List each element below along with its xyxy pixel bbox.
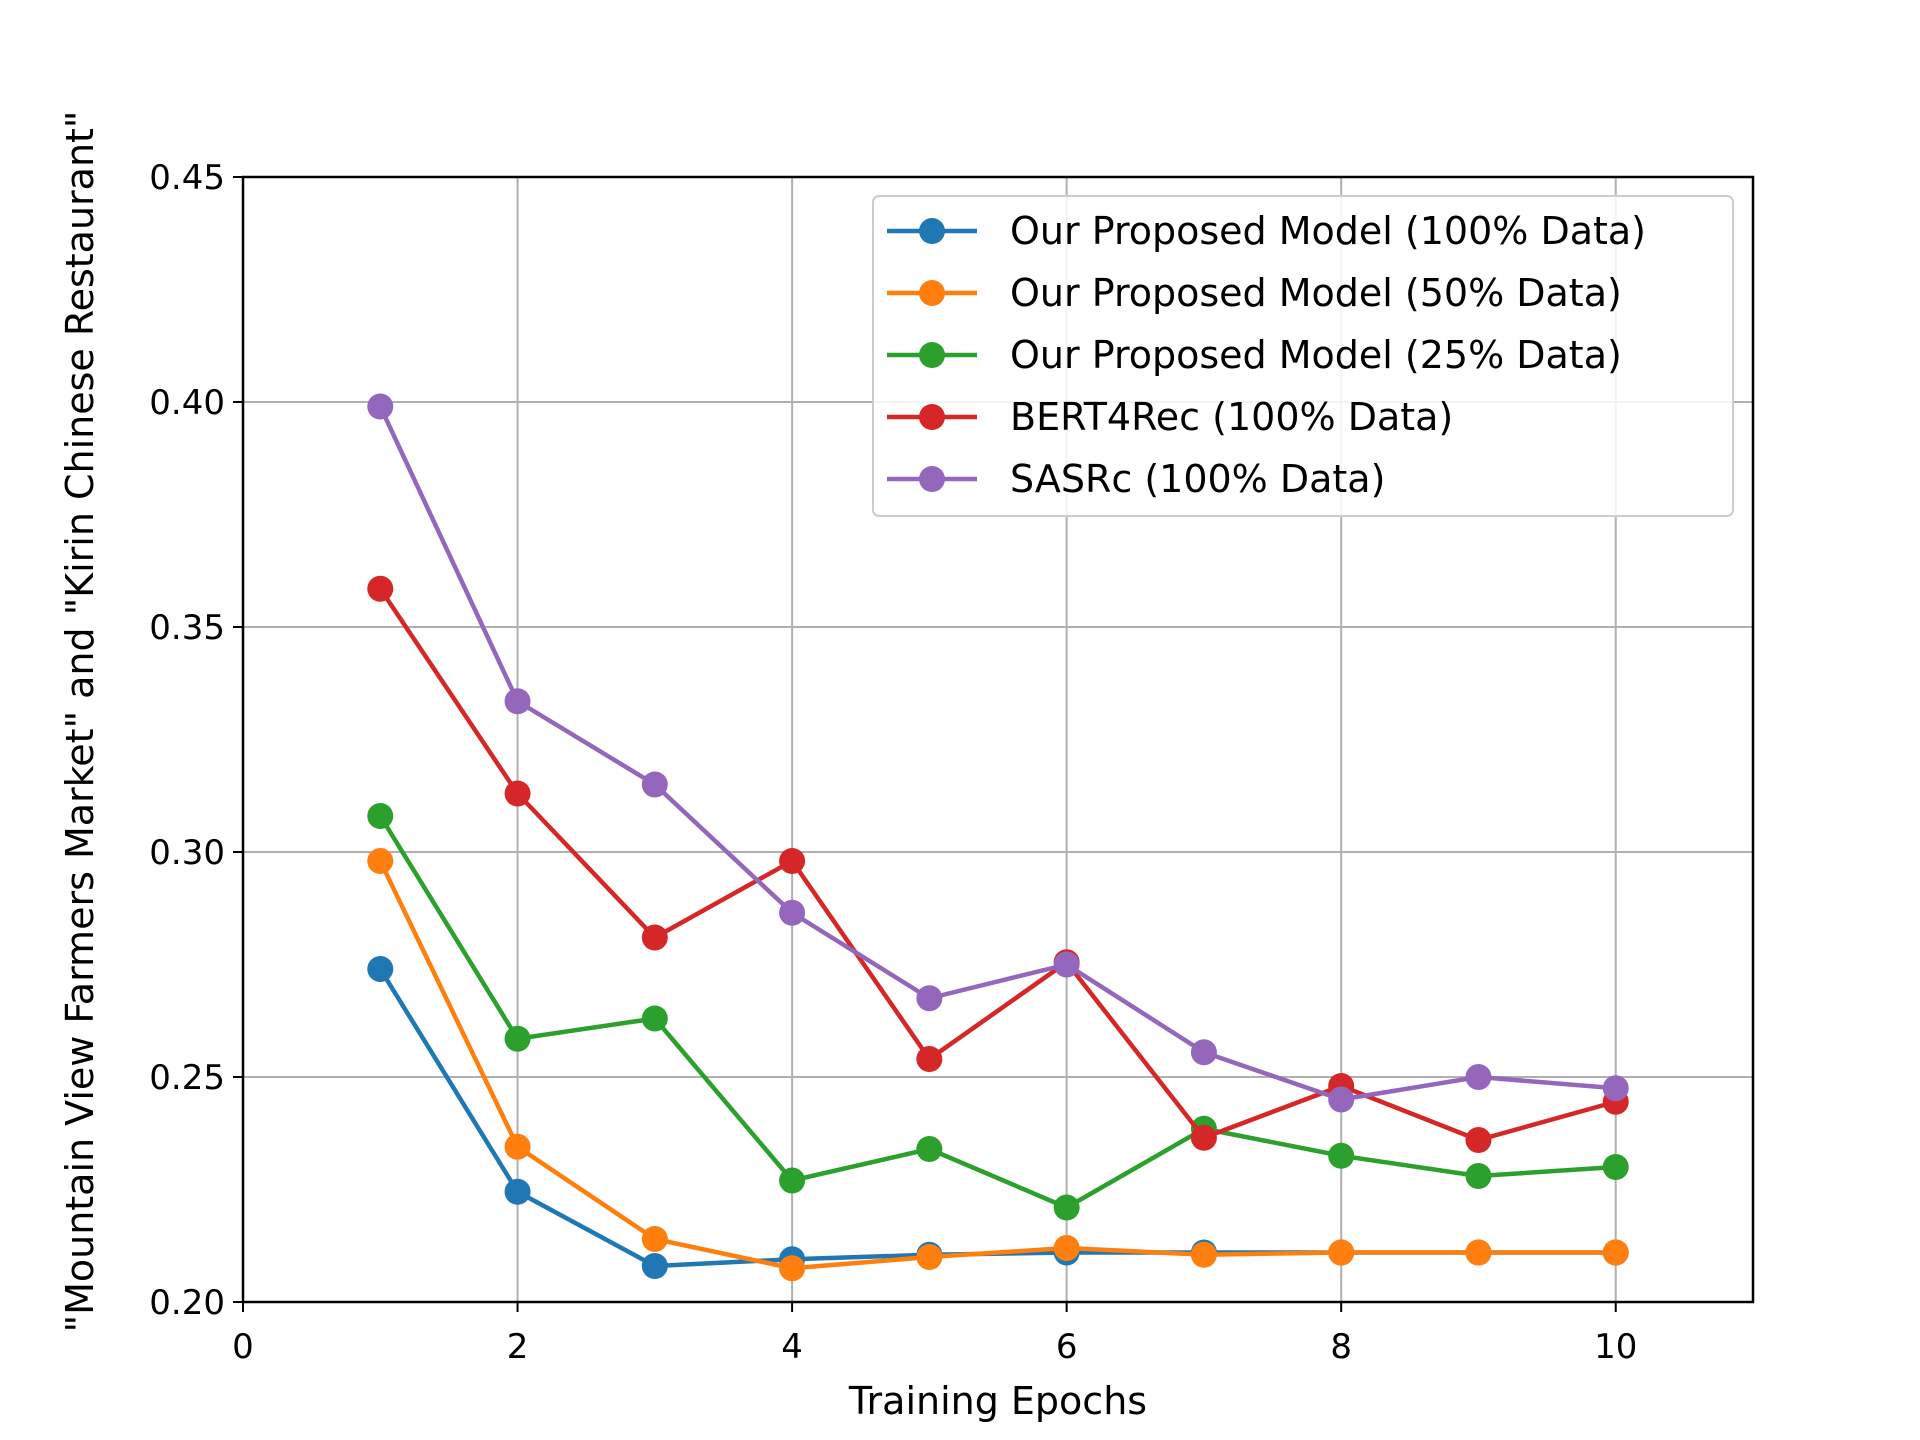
data-point: [779, 848, 806, 874]
y-tick-label: 0.45: [149, 158, 225, 198]
legend-label: Our Proposed Model (100% Data): [1010, 209, 1646, 253]
data-point: [1190, 1039, 1217, 1066]
legend-label: BERT4Rec (100% Data): [1010, 395, 1453, 439]
data-point: [1053, 951, 1080, 978]
legend-marker: [919, 218, 945, 244]
axis-ticks: 0 2 4 6 8 10 0.20 0.25 0.30 0.35 0.40 0.45: [149, 158, 1637, 1367]
data-point: [641, 1253, 668, 1279]
series-group: [367, 393, 1629, 1282]
data-point: [504, 780, 531, 807]
data-point: [1328, 1086, 1355, 1113]
series-1: [367, 956, 1629, 1279]
legend-label: Our Proposed Model (50% Data): [1010, 271, 1622, 315]
data-point: [1190, 1124, 1217, 1151]
legend-item: Our Proposed Model (50% Data): [887, 271, 1622, 315]
data-point: [1190, 1241, 1217, 1268]
x-tick-label: 0: [232, 1327, 254, 1367]
legend-label: Our Proposed Model (25% Data): [1010, 333, 1622, 377]
x-tick-label: 10: [1594, 1327, 1637, 1367]
legend-box: [872, 195, 1734, 517]
data-point: [1602, 1154, 1629, 1180]
data-point: [504, 1025, 531, 1052]
data-point: [367, 956, 394, 982]
data-point: [1053, 1194, 1080, 1221]
data-point: [779, 1167, 806, 1194]
data-point: [779, 899, 806, 926]
series-2: [367, 848, 1629, 1282]
y-tick-label: 0.30: [149, 833, 225, 873]
data-point: [641, 1005, 668, 1032]
series-4: [367, 575, 1629, 1153]
plot-frame: [241, 175, 1755, 1304]
x-tick-label: 4: [781, 1327, 803, 1367]
data-point: [1328, 1142, 1355, 1169]
legend-label: SASRc (100% Data): [1010, 457, 1385, 501]
data-point: [504, 688, 531, 715]
data-point: [1465, 1163, 1492, 1189]
data-point: [641, 1226, 668, 1252]
legend-marker: [919, 404, 945, 430]
series-line: [378, 587, 1617, 1143]
series-3: [367, 803, 1629, 1221]
y-axis-title: "Mountain View Farmers Market" and "Kiri…: [58, 111, 102, 1333]
data-point: [916, 985, 943, 1012]
y-tick-label: 0.40: [149, 383, 225, 423]
data-point: [367, 803, 394, 829]
data-point: [1465, 1239, 1492, 1266]
x-tick-label: 2: [507, 1327, 529, 1367]
x-axis-title: Training Epochs: [848, 1379, 1147, 1423]
data-point: [1053, 1235, 1080, 1261]
data-point: [367, 575, 394, 602]
legend: Our Proposed Model (100% Data) Our Propos…: [872, 195, 1734, 517]
data-point: [641, 771, 668, 798]
series-line: [378, 967, 1616, 1269]
series-line: [378, 405, 1616, 1102]
legend-item: Our Proposed Model (25% Data): [887, 333, 1622, 377]
legend-item: BERT4Rec (100% Data): [887, 395, 1453, 439]
data-point: [1602, 1239, 1629, 1266]
x-tick-label: 6: [1056, 1327, 1078, 1367]
data-point: [367, 393, 394, 420]
legend-marker: [919, 466, 945, 492]
x-tick-label: 8: [1330, 1327, 1352, 1367]
data-point: [1328, 1239, 1355, 1266]
data-point: [504, 1178, 531, 1205]
data-point: [367, 848, 394, 874]
y-tick-label: 0.35: [149, 608, 225, 648]
series-5: [367, 393, 1629, 1113]
series-line: [378, 814, 1616, 1210]
legend-marker: [919, 280, 945, 306]
y-tick-label: 0.20: [149, 1283, 225, 1323]
legend-item: Our Proposed Model (100% Data): [887, 209, 1646, 253]
series-line: [378, 860, 1616, 1271]
data-point: [916, 1046, 943, 1072]
y-tick-label: 0.25: [149, 1058, 225, 1098]
data-point: [504, 1133, 531, 1160]
data-point: [1602, 1075, 1629, 1102]
data-point: [1465, 1064, 1492, 1090]
legend-item: SASRc (100% Data): [887, 457, 1385, 501]
legend-marker: [919, 342, 945, 368]
data-point: [1465, 1127, 1492, 1153]
data-point: [779, 1255, 806, 1282]
data-point: [916, 1136, 943, 1162]
data-point: [641, 924, 668, 951]
data-point: [916, 1244, 943, 1270]
